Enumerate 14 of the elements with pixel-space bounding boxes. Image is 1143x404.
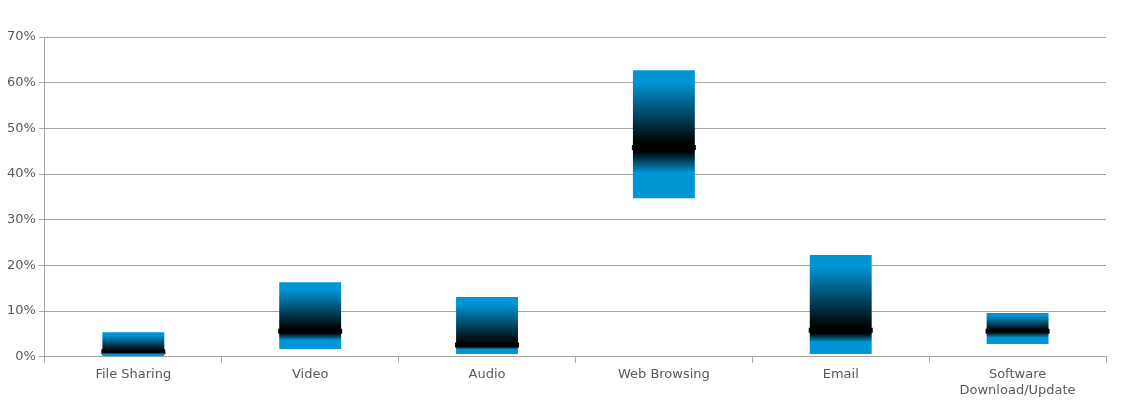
- y-tick-label: 40%: [6, 165, 36, 181]
- y-tick-label: 60%: [6, 74, 36, 90]
- x-tick-label: Web Browsing: [617, 365, 710, 381]
- y-tick-label: 50%: [6, 119, 36, 135]
- y-tick-label: 0%: [15, 348, 36, 364]
- y-tick-label: 10%: [6, 302, 36, 318]
- y-tick-label: 70%: [6, 28, 36, 44]
- x-tick-label: Software Download/Update: [959, 365, 1076, 397]
- x-tick-label: Email: [822, 365, 859, 381]
- x-tick-label: Audio: [468, 365, 506, 381]
- y-tick-label: 20%: [6, 256, 36, 272]
- x-tick-label: File Sharing: [95, 365, 172, 381]
- x-tick-label: Video: [291, 365, 329, 381]
- y-tick-label: 30%: [6, 211, 36, 227]
